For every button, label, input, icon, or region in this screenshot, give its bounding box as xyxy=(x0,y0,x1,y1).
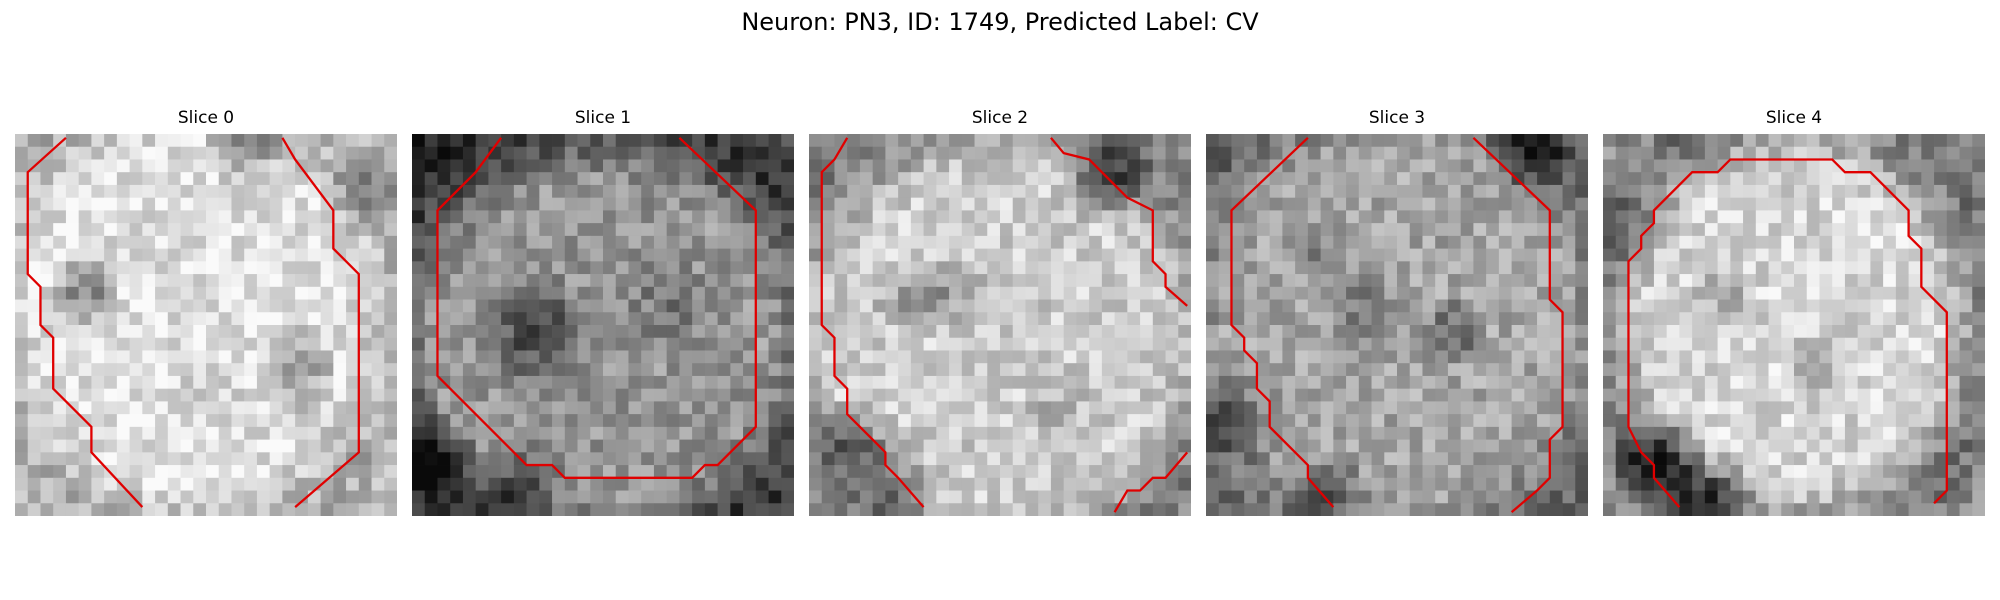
slice-image xyxy=(809,134,1191,516)
slice-panel-1: Slice 1 xyxy=(412,108,794,516)
slice-image xyxy=(412,134,794,516)
pixel-grid xyxy=(809,134,1191,516)
slice-title: Slice 1 xyxy=(574,108,632,128)
slice-title: Slice 0 xyxy=(177,108,235,128)
slice-image xyxy=(1603,134,1985,516)
slice-panel-3: Slice 3 xyxy=(1206,108,1588,516)
slice-image xyxy=(15,134,397,516)
pixel-grid xyxy=(15,134,397,516)
slice-title: Slice 2 xyxy=(971,108,1029,128)
pixel-grid xyxy=(1206,134,1588,516)
contour-line xyxy=(26,136,144,508)
contour-line xyxy=(281,137,360,508)
slice-title: Slice 3 xyxy=(1368,108,1426,128)
slice-image xyxy=(1206,134,1588,516)
contour-line xyxy=(1230,136,1335,508)
figure-title: Neuron: PN3, ID: 1749, Predicted Label: … xyxy=(741,8,1259,36)
slice-panel-4: Slice 4 xyxy=(1603,108,1985,516)
contour-line xyxy=(1050,137,1188,307)
pixel-grid xyxy=(412,134,794,516)
slice-title: Slice 4 xyxy=(1765,108,1823,128)
pixel-grid xyxy=(1603,134,1985,516)
contour-line xyxy=(436,136,757,479)
contour-line xyxy=(1113,451,1189,513)
slice-panel-2: Slice 2 xyxy=(809,108,1191,516)
slice-panel-0: Slice 0 xyxy=(15,108,397,516)
contour-line xyxy=(1627,158,1948,508)
contour-line xyxy=(1472,136,1564,514)
contour-line xyxy=(820,137,925,508)
